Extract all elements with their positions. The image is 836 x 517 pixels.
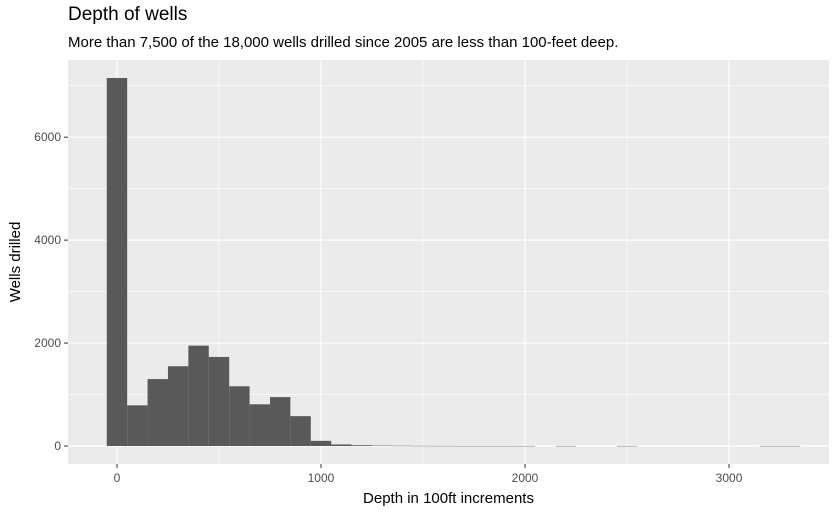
histogram-bar <box>229 386 250 446</box>
histogram-bar <box>310 440 332 446</box>
chart-subtitle: More than 7,500 of the 18,000 wells dril… <box>68 34 619 51</box>
histogram-bar <box>106 78 128 446</box>
x-tick-label: 3000 <box>716 471 743 485</box>
x-axis: 0 1000 2000 3000 <box>114 464 743 485</box>
x-tick-label: 0 <box>114 471 121 485</box>
x-tick-label: 2000 <box>512 471 539 485</box>
y-tick-label: 0 <box>54 439 61 453</box>
y-tick-label: 4000 <box>34 233 61 247</box>
histogram-bar <box>167 366 189 446</box>
y-tick-label: 6000 <box>34 130 61 144</box>
histogram-bar <box>188 345 209 446</box>
x-axis-title: Depth in 100ft increments <box>363 490 534 507</box>
chart-title: Depth of wells <box>68 4 188 25</box>
histogram-bar <box>290 416 311 446</box>
x-tick-label: 1000 <box>308 471 335 485</box>
histogram-bars <box>106 78 801 447</box>
histogram-bar <box>269 397 291 446</box>
y-axis-title: Wells drilled <box>7 222 24 303</box>
y-axis: 0 2000 4000 6000 <box>34 130 68 453</box>
histogram-bar <box>351 445 372 446</box>
histogram-bar <box>249 404 270 446</box>
histogram-bar <box>331 444 352 446</box>
y-tick-label: 2000 <box>34 336 61 350</box>
histogram-bar <box>127 405 148 446</box>
histogram-bar <box>208 356 230 446</box>
histogram-bar <box>147 379 168 446</box>
